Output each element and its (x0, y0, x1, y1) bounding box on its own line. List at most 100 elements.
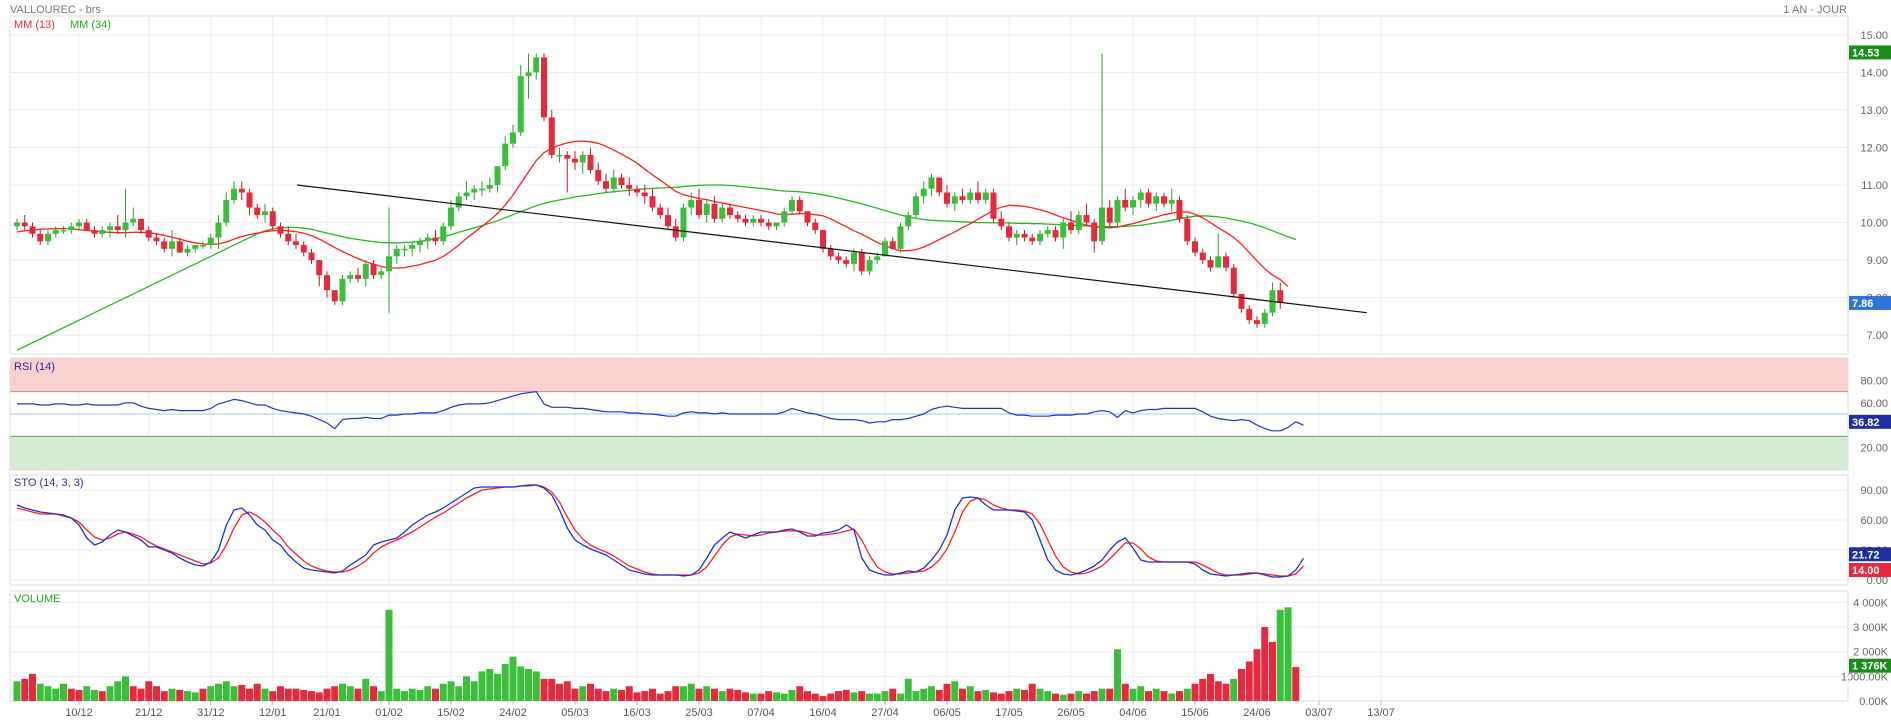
candle (812, 218, 819, 234)
volume-bar (292, 688, 300, 701)
candle-body (812, 222, 819, 231)
candle-body (1215, 256, 1222, 268)
volume-bar (308, 691, 315, 701)
volume-bar (858, 691, 866, 701)
candle-body (1075, 215, 1082, 231)
rsi-title: RSI (14) (14, 361, 55, 373)
candle-body (649, 196, 656, 208)
candle-body (680, 207, 687, 238)
x-tick-label: 21/12 (135, 707, 163, 719)
sto-d-badge-bg (1849, 563, 1891, 577)
volume-panel[interactable]: 4 000K 3 000K 2 000K 1000.00K 0.00K 1 376K (9, 590, 1891, 708)
volume-bar (253, 683, 261, 701)
x-tick-label: 17/05 (995, 707, 1023, 719)
volume-bar (447, 681, 455, 701)
candle (91, 226, 98, 238)
candle (192, 245, 199, 253)
price-frame (9, 15, 1849, 355)
x-tick-label: 03/07 (1305, 707, 1333, 719)
candle-body (1114, 200, 1121, 223)
rsi-panel[interactable]: 80.00 60.00 20.00 36.82 (9, 357, 1891, 471)
volume-bar (656, 693, 664, 701)
candle-body (277, 226, 284, 234)
volume-bar (618, 689, 625, 701)
candle-body (665, 215, 671, 227)
candle-body (262, 211, 268, 216)
candle (951, 192, 958, 212)
volume-bar (331, 686, 339, 701)
rsi-oversold-zone (10, 436, 1848, 470)
candle-body (192, 245, 199, 249)
candle-body (1207, 260, 1214, 268)
candle (417, 237, 423, 253)
candle-body (1091, 222, 1098, 242)
candle (696, 188, 702, 219)
price-panel[interactable]: 15.0014.0013.0012.0011.0010.009.008.007.… (9, 15, 1891, 355)
candle-body (517, 76, 524, 133)
candle-body (866, 260, 873, 272)
candle-body (269, 211, 276, 227)
candle (750, 215, 757, 227)
candle-body (998, 218, 1005, 227)
volume-bar (494, 673, 501, 701)
candle-body (479, 188, 485, 191)
volume-bar (726, 688, 734, 701)
candle (76, 218, 82, 231)
volume-bar (230, 686, 238, 701)
candle-body (1122, 200, 1129, 208)
volume-bar (920, 688, 928, 701)
volume-bar (114, 681, 122, 701)
candle (1199, 248, 1206, 264)
volume-bar (974, 691, 982, 701)
candle-body (145, 230, 152, 238)
rsi-tick-label: 80.00 (1860, 375, 1888, 387)
volume-bar (269, 691, 277, 701)
candle-body (448, 207, 454, 227)
price-tick-label: 11.00 (1861, 180, 1888, 192)
volume-bar (191, 692, 199, 701)
candle-body (1246, 308, 1253, 321)
candle-body (1176, 200, 1183, 219)
volume-bar (904, 678, 912, 701)
candle (1261, 308, 1268, 328)
candle-body (14, 222, 20, 227)
candle (494, 166, 501, 193)
candle-body (1052, 230, 1059, 238)
candle-body (913, 196, 919, 216)
candle-body (982, 192, 989, 201)
volume-bar (36, 683, 44, 701)
x-tick-label: 06/05 (933, 707, 961, 719)
x-tick-label: 10/12 (65, 707, 93, 719)
candle (207, 233, 214, 249)
candle (1037, 230, 1043, 246)
candle (634, 185, 640, 197)
candle (517, 64, 524, 137)
candle (564, 151, 571, 193)
volume-bar (532, 671, 540, 701)
volume-bar (21, 678, 29, 701)
candle-body (789, 200, 795, 212)
candle (1099, 53, 1105, 246)
candle-body (1099, 207, 1105, 242)
candle (1215, 233, 1222, 268)
volume-bar (1238, 668, 1245, 701)
candle-body (254, 207, 261, 216)
volume-bar (1245, 661, 1253, 701)
candle-body (1230, 267, 1237, 294)
candle (316, 260, 323, 287)
candle (510, 124, 516, 148)
candle (448, 200, 454, 231)
period-label[interactable]: 1 AN - JOUR (1783, 4, 1847, 16)
volume-bar (579, 686, 587, 701)
candle (324, 271, 330, 298)
price-tick-label: 10.00 (1860, 218, 1888, 230)
x-tick-label: 16/04 (809, 707, 837, 719)
candle (703, 200, 710, 223)
volume-bar (703, 686, 711, 701)
candle-body (564, 154, 571, 159)
candle-body (76, 222, 82, 227)
candle (176, 237, 183, 253)
volume-bar (1230, 678, 1238, 701)
